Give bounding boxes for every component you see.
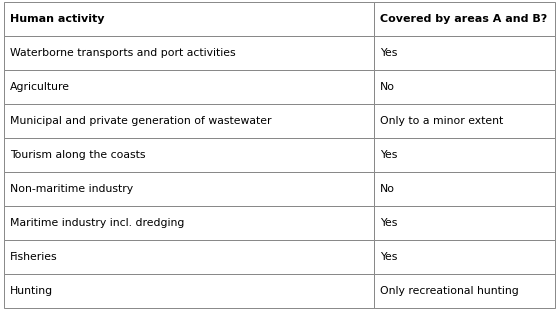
Bar [374, 274, 555, 308]
Text: Human activity: Human activity [10, 15, 105, 24]
Bar [374, 104, 555, 138]
Bar [4, 70, 374, 104]
Bar [374, 240, 555, 274]
Text: Covered by areas A and B?: Covered by areas A and B? [380, 15, 547, 24]
Text: Non-maritime industry: Non-maritime industry [10, 184, 133, 194]
Bar [4, 240, 374, 274]
Text: Yes: Yes [380, 252, 397, 262]
Bar [4, 172, 374, 206]
Bar [4, 104, 374, 138]
Bar [4, 206, 374, 240]
Bar [374, 2, 555, 36]
Text: Maritime industry incl. dredging: Maritime industry incl. dredging [10, 218, 184, 228]
Text: Yes: Yes [380, 218, 397, 228]
Bar [4, 2, 374, 36]
Text: Municipal and private generation of wastewater: Municipal and private generation of wast… [10, 116, 272, 126]
Text: Waterborne transports and port activities: Waterborne transports and port activitie… [10, 48, 236, 58]
Bar [4, 36, 374, 70]
Bar [374, 70, 555, 104]
Bar [374, 206, 555, 240]
Bar [4, 138, 374, 172]
Bar [374, 138, 555, 172]
Text: Fisheries: Fisheries [10, 252, 58, 262]
Text: Yes: Yes [380, 48, 397, 58]
Text: Yes: Yes [380, 150, 397, 160]
Text: No: No [380, 82, 395, 92]
Bar [374, 36, 555, 70]
Bar [374, 172, 555, 206]
Bar [4, 274, 374, 308]
Text: Tourism along the coasts: Tourism along the coasts [10, 150, 145, 160]
Text: Hunting: Hunting [10, 286, 53, 295]
Text: Only recreational hunting: Only recreational hunting [380, 286, 518, 295]
Text: No: No [380, 184, 395, 194]
Text: Only to a minor extent: Only to a minor extent [380, 116, 503, 126]
Text: Agriculture: Agriculture [10, 82, 70, 92]
